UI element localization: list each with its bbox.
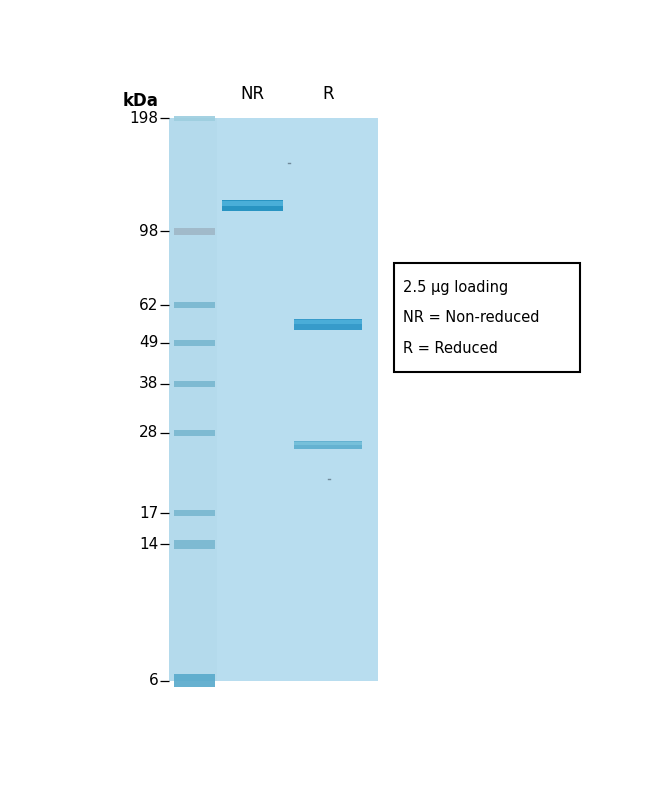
Text: R: R [322,86,334,104]
Text: NR: NR [240,86,265,104]
Bar [294,320,362,324]
Text: 98: 98 [139,224,159,239]
Bar [174,228,214,235]
Bar [222,200,283,211]
Bar [294,441,362,449]
Text: 2.5 μg loading: 2.5 μg loading [402,280,508,295]
Bar [174,340,214,346]
Bar [174,381,214,387]
Bar [174,302,214,308]
Bar [170,119,378,681]
Text: 62: 62 [139,298,159,312]
Bar [393,264,580,372]
Text: NR = Non-reduced: NR = Non-reduced [402,310,539,325]
Text: 14: 14 [139,537,159,552]
Bar [174,430,214,436]
Bar [170,119,217,681]
Text: R = Reduced: R = Reduced [402,341,497,356]
Bar [174,540,214,549]
Bar [294,442,362,445]
Bar [174,510,214,516]
Text: 17: 17 [139,506,159,520]
Text: 6: 6 [149,673,159,688]
Text: 28: 28 [139,425,159,440]
Text: 38: 38 [139,376,159,391]
Bar [174,674,214,687]
Bar [174,116,214,121]
Text: 49: 49 [139,335,159,350]
Text: 198: 198 [129,111,159,126]
Bar [294,319,362,330]
Bar [222,202,283,206]
Text: kDa: kDa [122,93,159,111]
